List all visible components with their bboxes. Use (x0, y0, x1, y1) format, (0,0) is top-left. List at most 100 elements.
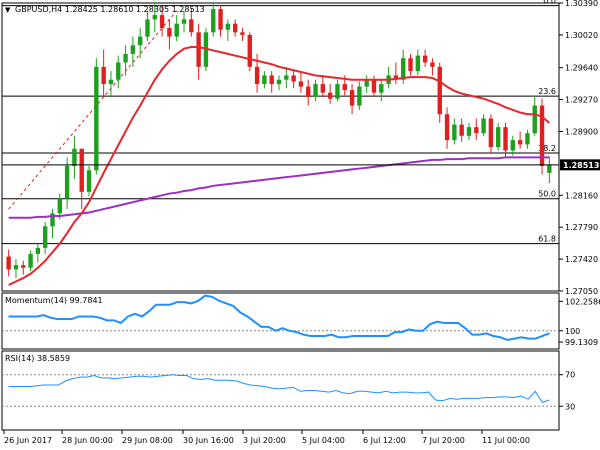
price-chart-title: GBPUSD,H4 1.28425 1.28610 1.28305 1.2851… (15, 5, 205, 14)
candle-body (496, 127, 501, 147)
candle-body (364, 79, 369, 87)
momentum-panel-frame (1, 292, 560, 350)
momentum-tick-label: 99.1309 (565, 338, 598, 347)
candle-body (430, 62, 435, 67)
rsi-title: RSI(14) 38.5859 (5, 354, 70, 363)
candle-body (123, 53, 128, 63)
time-axis: 26 Jun 2017 28 Jun 00:00 29 Jun 08:00 30 Ju… (3, 430, 530, 445)
candle-body (225, 23, 231, 30)
candle-body (262, 75, 267, 85)
candle-body (547, 165, 552, 173)
candle-body (189, 19, 194, 33)
candle-body (466, 127, 472, 136)
time-tick-label: 26 Jun 2017 (4, 436, 52, 445)
momentum-axis: 102.2586 100 99.1309 (559, 297, 600, 347)
candle-body (6, 256, 11, 270)
candle-body (174, 23, 179, 37)
candle-body (152, 15, 157, 20)
moving-average-purple (8, 156, 550, 219)
price-tick-label: 1.28900 (565, 127, 598, 136)
moving-average-red (8, 45, 550, 286)
candle-body (167, 28, 172, 37)
candle-body (276, 79, 282, 85)
fib-lines: 0.0 23.6 38.2 50.0 61.8 (2, 0, 559, 245)
price-tick-label: 1.27050 (565, 287, 598, 296)
candle-body (532, 105, 537, 134)
price-tick-label: 1.29640 (565, 64, 598, 73)
candle-body (525, 133, 530, 145)
candle-body (452, 124, 457, 141)
last-price-label: 1.28513 (563, 161, 599, 170)
candle-body (306, 86, 311, 97)
candles (6, 2, 552, 279)
momentum-tick-label: 102.2586 (565, 297, 600, 306)
candle-body (459, 124, 464, 136)
candle-body (50, 213, 55, 227)
candle-body (137, 36, 143, 46)
candle-body (474, 127, 479, 134)
candle-body (371, 79, 377, 93)
time-tick-label: 5 Jul 04:00 (302, 436, 345, 445)
time-tick-label: 29 Jun 08:00 (122, 436, 173, 445)
candle-body (517, 140, 523, 145)
candle-body (232, 23, 238, 33)
candle-body (422, 55, 428, 63)
candle-body (159, 15, 165, 29)
candle-body (401, 58, 406, 80)
candle-body (320, 84, 326, 93)
price-tick-label: 1.27420 (565, 255, 598, 264)
candle-body (145, 19, 150, 37)
candle-body (284, 75, 289, 80)
candle-body (415, 55, 421, 72)
candle-body (72, 148, 77, 166)
fib-label: 50.0 (538, 190, 556, 199)
candle-body (254, 66, 260, 85)
candle-body (313, 84, 318, 97)
candle-body (57, 198, 62, 214)
price-tick-label: 1.30390 (565, 0, 598, 8)
price-tick-label: 1.29270 (565, 96, 598, 105)
time-tick-label: 3 Jul 20:00 (243, 436, 286, 445)
momentum-panel: 102.2586 100 99.1309 Momentum(14) 99.7841 (1, 292, 600, 350)
fib-label: 61.8 (538, 235, 556, 244)
candle-body (503, 127, 508, 151)
candle-body (291, 75, 296, 82)
candle-body (42, 226, 48, 248)
time-tick-label: 28 Jun 00:00 (62, 436, 113, 445)
candle-body (240, 32, 245, 35)
price-tick-label: 1.30020 (565, 31, 598, 40)
trend-line (8, 10, 178, 210)
momentum-line (8, 294, 550, 341)
rsi-panel: 70 30 RSI(14) 38.5859 (1, 350, 575, 431)
fib-label: 38.2 (538, 144, 556, 153)
candle-body (408, 58, 413, 72)
candle-body (28, 253, 33, 268)
candle-body (481, 118, 486, 134)
price-tick-label: 1.27790 (565, 223, 598, 232)
down-arrow-icon: ▼ (5, 6, 11, 14)
price-panel: 0.0 23.6 38.2 50.0 61.8 1.30390 1.30020 1.2964… (1, 0, 600, 296)
fib-label: 0.0 (543, 0, 556, 6)
candle-body (35, 247, 41, 254)
rsi-axis: 70 30 (559, 371, 575, 411)
time-tick-label: 30 Jun 16:00 (183, 436, 234, 445)
candle-body (488, 118, 494, 147)
rsi-tick-label: 30 (565, 402, 575, 411)
candle-body (349, 90, 355, 106)
candle-body (269, 75, 274, 85)
price-panel-frame (1, 2, 560, 292)
fib-label: 23.6 (538, 87, 556, 96)
rsi-level-lines (2, 374, 559, 407)
candle-body (181, 19, 187, 24)
candle-body (357, 86, 362, 106)
candle-body (79, 148, 84, 192)
candle-body (298, 81, 304, 87)
candle-body (335, 84, 340, 99)
time-tick-label: 7 Jul 20:00 (422, 436, 465, 445)
time-tick-label: 11 Jul 00:00 (482, 436, 530, 445)
candle-body (86, 170, 92, 192)
candle-body (116, 62, 121, 80)
candle-body (247, 34, 252, 67)
candle-body (444, 114, 450, 141)
